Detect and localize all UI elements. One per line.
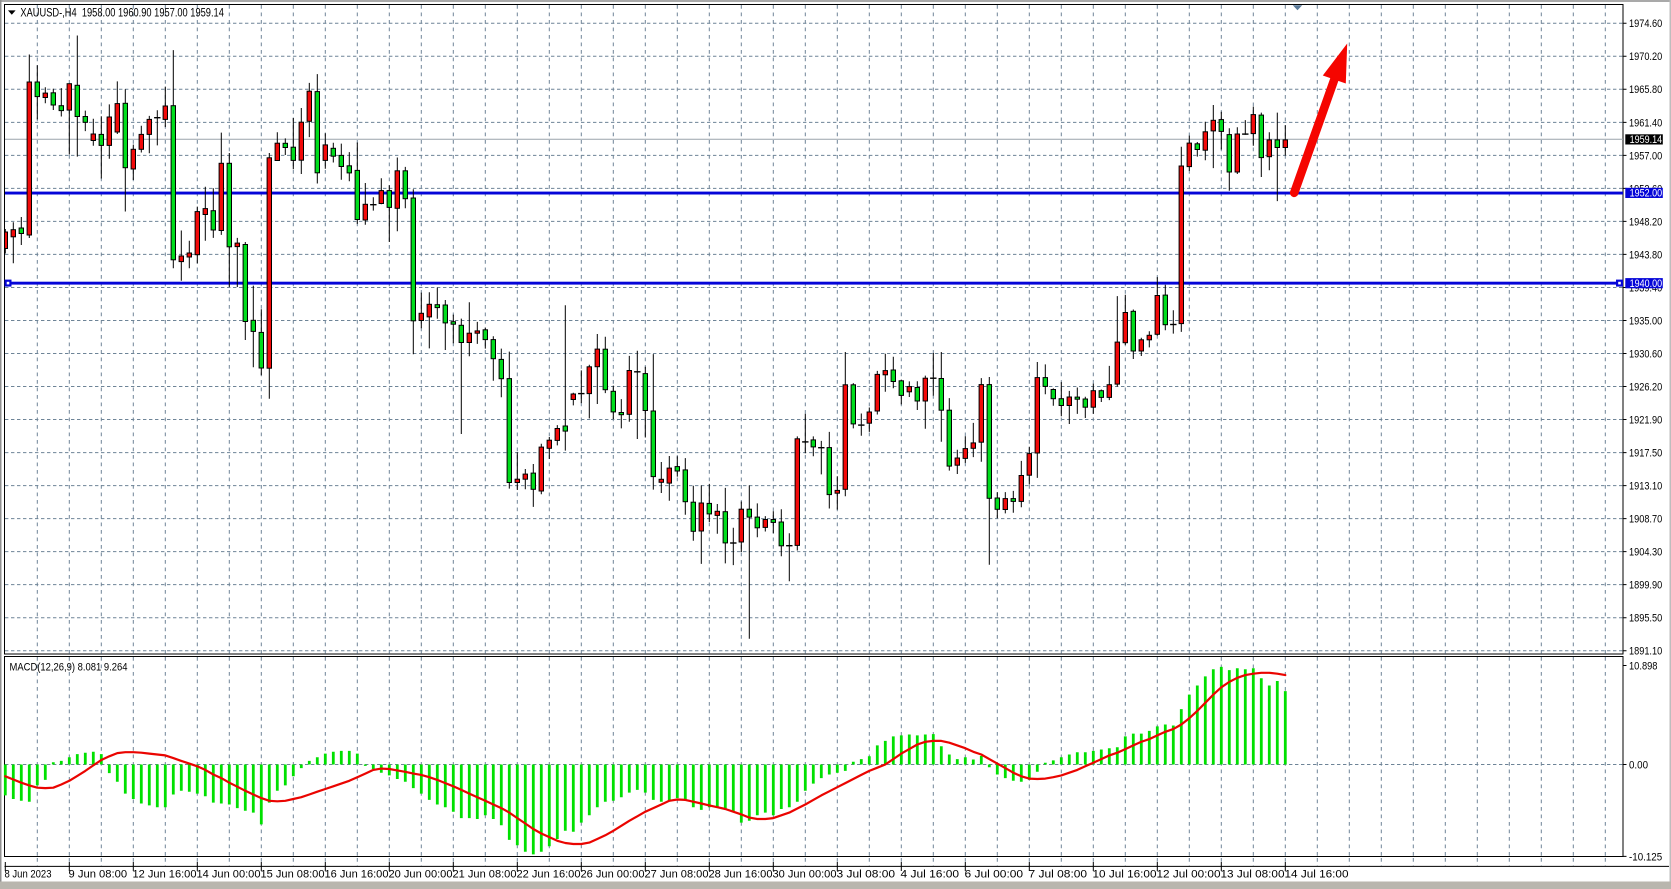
svg-text:4 Jul 16:00: 4 Jul 16:00 — [901, 869, 960, 881]
svg-text:14 Jun 00:00: 14 Jun 00:00 — [197, 869, 261, 881]
svg-text:8 Jun 2023: 8 Jun 2023 — [5, 869, 52, 881]
svg-text:10 Jul 16:00: 10 Jul 16:00 — [1093, 869, 1157, 881]
svg-text:1913.10: 1913.10 — [1629, 481, 1662, 493]
svg-text:27 Jun 08:00: 27 Jun 08:00 — [645, 869, 709, 881]
svg-text:1959.14: 1959.14 — [1630, 134, 1663, 146]
svg-text:1899.90: 1899.90 — [1629, 580, 1662, 592]
svg-text:12 Jul 00:00: 12 Jul 00:00 — [1157, 869, 1221, 881]
svg-text:1940.00: 1940.00 — [1630, 278, 1663, 290]
svg-text:15 Jun 08:00: 15 Jun 08:00 — [261, 869, 325, 881]
svg-text:30 Jun 00:00: 30 Jun 00:00 — [773, 869, 837, 881]
svg-text:1974.60: 1974.60 — [1629, 18, 1662, 30]
svg-text:3 Jul 08:00: 3 Jul 08:00 — [837, 869, 896, 881]
svg-text:1935.00: 1935.00 — [1629, 315, 1662, 327]
svg-text:26 Jun 00:00: 26 Jun 00:00 — [581, 869, 645, 881]
svg-text:28 Jun 16:00: 28 Jun 16:00 — [709, 869, 773, 881]
svg-text:MACD(12,26,9) 8.081 9.264: MACD(12,26,9) 8.081 9.264 — [10, 661, 128, 673]
svg-text:1891.10: 1891.10 — [1629, 646, 1662, 658]
svg-text:20 Jun 00:00: 20 Jun 00:00 — [389, 869, 453, 881]
svg-text:1895.50: 1895.50 — [1629, 613, 1662, 625]
svg-text:12 Jun 16:00: 12 Jun 16:00 — [133, 869, 197, 881]
svg-text:14 Jul 16:00: 14 Jul 16:00 — [1285, 869, 1349, 881]
svg-text:1908.70: 1908.70 — [1629, 514, 1662, 526]
svg-text:1970.20: 1970.20 — [1629, 51, 1662, 63]
svg-text:21 Jun 08:00: 21 Jun 08:00 — [453, 869, 517, 881]
svg-text:0.00: 0.00 — [1629, 759, 1648, 771]
svg-text:10.898: 10.898 — [1629, 660, 1658, 672]
svg-text:1957.00: 1957.00 — [1629, 150, 1662, 162]
svg-text:1921.90: 1921.90 — [1629, 414, 1662, 426]
svg-text:9 Jun 08:00: 9 Jun 08:00 — [69, 869, 128, 881]
svg-text:6 Jul 00:00: 6 Jul 00:00 — [965, 869, 1024, 881]
svg-text:-10.125: -10.125 — [1629, 851, 1662, 863]
svg-text:1917.50: 1917.50 — [1629, 448, 1662, 460]
svg-text:1952.00: 1952.00 — [1630, 188, 1663, 200]
svg-text:1948.20: 1948.20 — [1629, 216, 1662, 228]
svg-text:1943.80: 1943.80 — [1629, 249, 1662, 261]
svg-text:1926.20: 1926.20 — [1629, 381, 1662, 393]
svg-text:7 Jul 08:00: 7 Jul 08:00 — [1029, 869, 1088, 881]
svg-text:16 Jun 16:00: 16 Jun 16:00 — [325, 869, 389, 881]
svg-text:1930.60: 1930.60 — [1629, 348, 1662, 360]
svg-text:1961.40: 1961.40 — [1629, 117, 1662, 129]
svg-text:1904.30: 1904.30 — [1629, 547, 1662, 559]
svg-text:XAUUSD-,H4 1958.00 1960.90 19: XAUUSD-,H4 1958.00 1960.90 1957.00 1959.… — [20, 7, 224, 19]
svg-text:13 Jul 08:00: 13 Jul 08:00 — [1221, 869, 1285, 881]
svg-text:1965.80: 1965.80 — [1629, 84, 1662, 96]
svg-text:22 Jun 16:00: 22 Jun 16:00 — [517, 869, 581, 881]
